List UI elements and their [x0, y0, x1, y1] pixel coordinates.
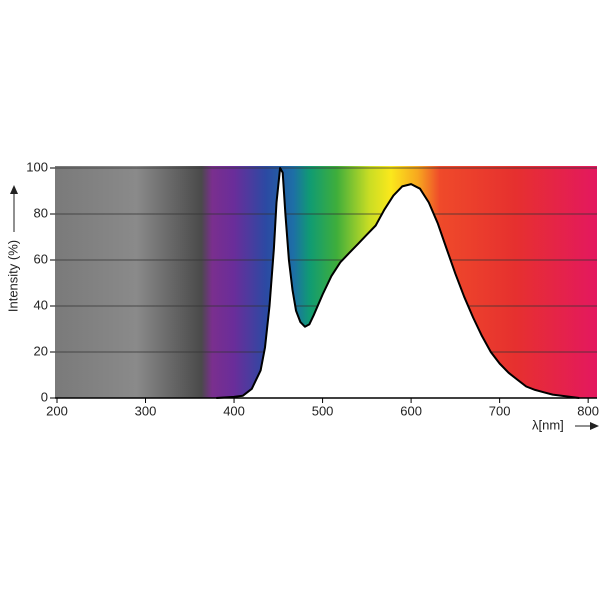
- x-tick-label: 600: [400, 403, 422, 418]
- area-fill: [216, 168, 580, 398]
- x-tick-label: 500: [312, 403, 334, 418]
- x-tick-label: 800: [577, 403, 599, 418]
- y-axis-label: Intensity (%): [5, 240, 20, 312]
- y-tick-label: 60: [34, 251, 48, 266]
- x-axis-label: λ[nm]: [532, 417, 564, 432]
- line: [216, 167, 580, 399]
- y-tick-label: 100: [26, 159, 48, 174]
- x-tick-label: 300: [135, 403, 157, 418]
- y-tick-label: 20: [34, 343, 48, 358]
- x-arrow-head: [590, 422, 599, 430]
- y-tick-label: 40: [34, 297, 48, 312]
- y-tick-label: 80: [34, 205, 48, 220]
- y-arrow-head: [10, 185, 18, 194]
- y-tick-label: 0: [41, 389, 48, 404]
- plot: [216, 167, 580, 399]
- x-tick-label: 200: [46, 403, 68, 418]
- x-tick-label: 400: [223, 403, 245, 418]
- x-tick-label: 700: [489, 403, 511, 418]
